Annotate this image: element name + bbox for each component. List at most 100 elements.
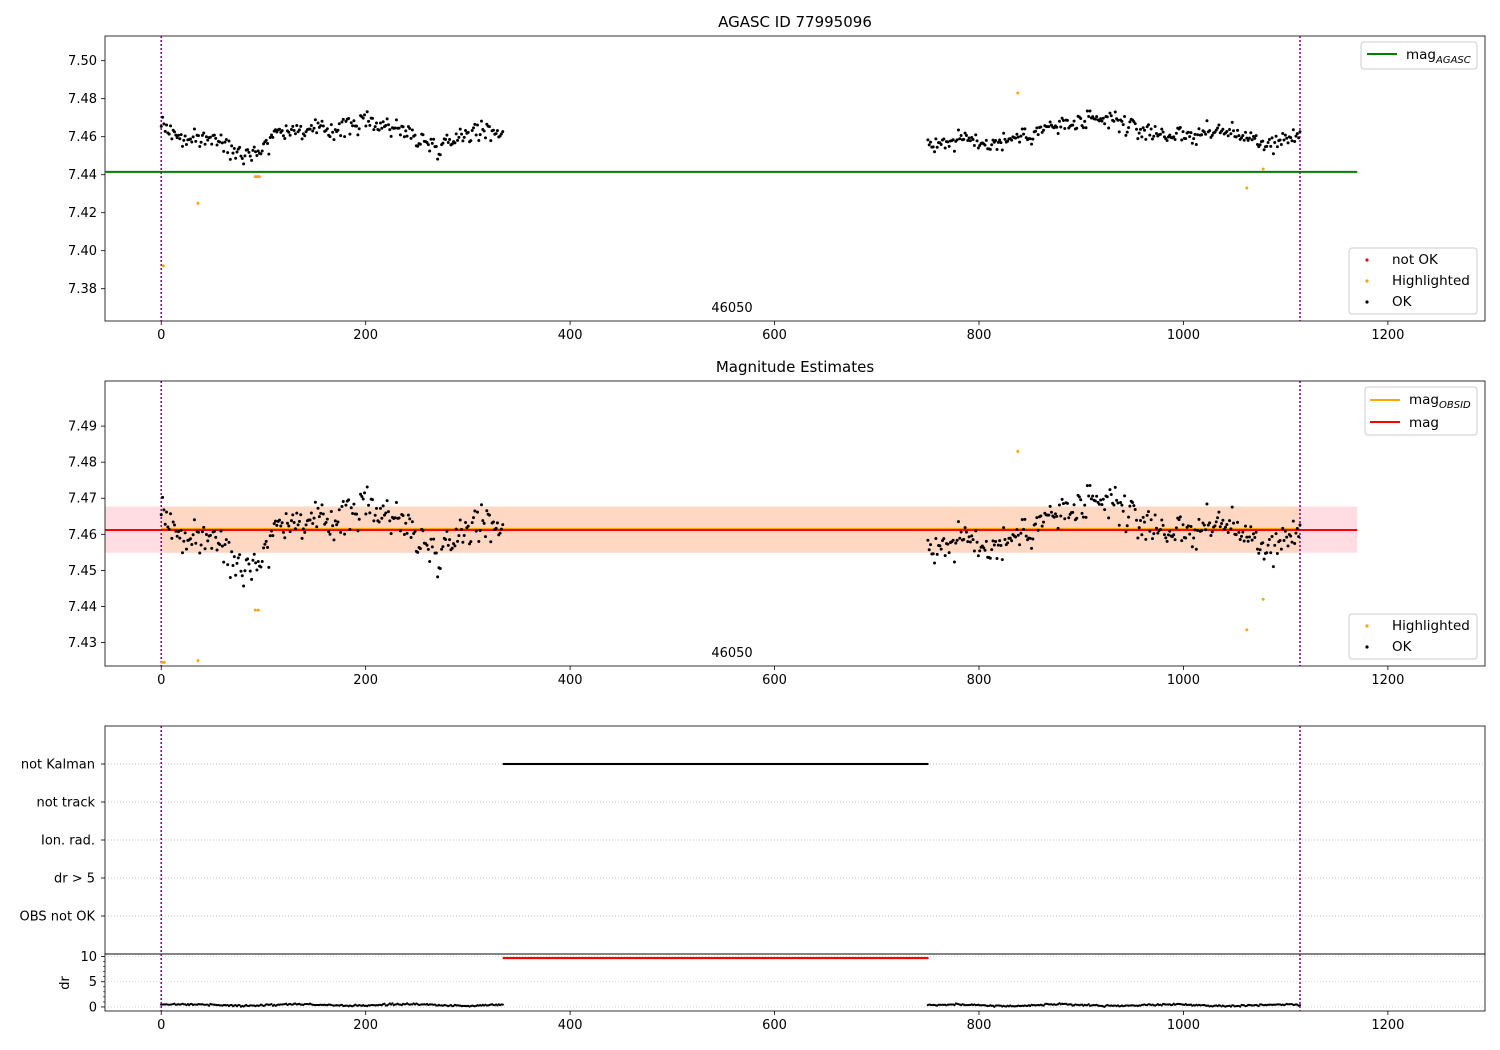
- ok-point: [320, 503, 324, 507]
- ok-point: [378, 506, 382, 510]
- ok-point: [401, 125, 405, 129]
- ok-point: [264, 539, 268, 543]
- ok-point: [966, 540, 970, 544]
- ok-point: [1294, 531, 1298, 535]
- ok-point: [491, 128, 495, 132]
- ok-point: [274, 128, 278, 132]
- y-tick-label: 10: [80, 950, 97, 965]
- ok-point: [453, 544, 457, 548]
- ok-point: [1133, 122, 1137, 126]
- ok-point: [1023, 517, 1027, 521]
- ok-point: [1018, 140, 1022, 144]
- ok-point: [1056, 132, 1060, 136]
- ok-point: [300, 536, 304, 540]
- ok-point: [1160, 518, 1164, 522]
- ok-point: [1297, 535, 1301, 539]
- y-tick-label: 7.42: [68, 206, 97, 221]
- ok-point: [179, 528, 183, 532]
- ok-point: [373, 125, 377, 129]
- highlighted-point: [1245, 628, 1249, 632]
- ok-point: [1286, 544, 1290, 548]
- ok-point: [972, 144, 976, 148]
- ok-point: [183, 134, 187, 138]
- ok-point: [1228, 519, 1232, 523]
- ok-point: [1137, 526, 1141, 530]
- x-tick-label: 200: [353, 1018, 378, 1033]
- ok-point: [929, 140, 933, 144]
- panel-4-x-ticks: 0 200 400 600 800 1000 1200: [157, 1011, 1404, 1033]
- ok-point: [984, 539, 988, 543]
- ok-point: [1150, 537, 1154, 541]
- ok-point: [1196, 529, 1200, 533]
- ok-point: [343, 135, 347, 139]
- ok-point: [1085, 109, 1089, 113]
- x-tick-label: 0: [157, 673, 165, 688]
- ok-point: [1135, 518, 1139, 522]
- ok-point: [1018, 543, 1022, 547]
- ok-point: [304, 523, 308, 527]
- ok-point: [215, 548, 219, 552]
- ok-point: [329, 509, 333, 513]
- ok-point: [1055, 514, 1059, 518]
- ok-point: [254, 561, 258, 565]
- ok-point: [943, 554, 947, 558]
- ok-point: [361, 116, 365, 120]
- ok-point: [1265, 551, 1269, 555]
- panel-1-legend-markers: not OK Highlighted OK: [1348, 247, 1478, 315]
- flag-category-label: not track: [36, 796, 95, 811]
- ok-point: [1247, 136, 1251, 140]
- ok-point: [1174, 526, 1178, 530]
- ok-point: [1186, 524, 1190, 528]
- ok-point: [1016, 533, 1020, 537]
- ok-point: [1266, 140, 1270, 144]
- ok-point: [1265, 144, 1269, 148]
- ok-point: [1266, 543, 1270, 547]
- ok-point: [299, 124, 303, 128]
- ok-point: [456, 138, 460, 142]
- ok-point: [1149, 518, 1153, 522]
- ok-point: [325, 127, 329, 131]
- ok-point: [1136, 536, 1140, 540]
- highlighted-point: [1016, 91, 1020, 95]
- ok-point: [256, 149, 260, 153]
- ok-point: [1214, 520, 1218, 524]
- ok-point: [252, 552, 256, 556]
- y-tick-label: 7.38: [68, 282, 97, 297]
- ok-point: [351, 512, 355, 516]
- ok-point: [1048, 504, 1052, 508]
- ok-point: [1121, 123, 1125, 127]
- mag-obsid-legend-subscript: OBSID: [1439, 400, 1471, 411]
- ok-point: [393, 126, 397, 130]
- ok-point: [188, 137, 192, 141]
- ok-point: [1291, 128, 1295, 132]
- ok-point: [1204, 132, 1208, 136]
- ok-point: [457, 534, 461, 538]
- ok-point: [1144, 537, 1148, 541]
- ok-point: [1240, 136, 1244, 140]
- ok-point: [1193, 132, 1197, 136]
- ok-point: [266, 545, 270, 549]
- ok-point: [365, 110, 369, 114]
- ok-point: [1230, 120, 1234, 124]
- y-tick-label: 7.47: [68, 492, 97, 507]
- ok-point: [1178, 126, 1182, 130]
- ok-point: [293, 132, 297, 136]
- ok-point: [1238, 537, 1242, 541]
- ok-point: [297, 519, 301, 523]
- ok-point: [397, 516, 401, 520]
- x-tick-label: 0: [157, 328, 165, 343]
- ok-point: [183, 531, 187, 535]
- ok-point: [1180, 539, 1184, 543]
- ok-point: [1109, 114, 1113, 118]
- ok-point: [951, 538, 955, 542]
- ok-point: [483, 136, 487, 140]
- ok-point: [1245, 136, 1249, 140]
- ok-point: [970, 534, 974, 538]
- ok-point: [1113, 110, 1117, 114]
- ok-point: [1112, 503, 1116, 507]
- ok-point: [448, 137, 452, 141]
- ok-point: [1015, 132, 1019, 136]
- highlighted-point: [196, 659, 200, 663]
- ok-point: [1003, 537, 1007, 541]
- ok-point: [393, 516, 397, 520]
